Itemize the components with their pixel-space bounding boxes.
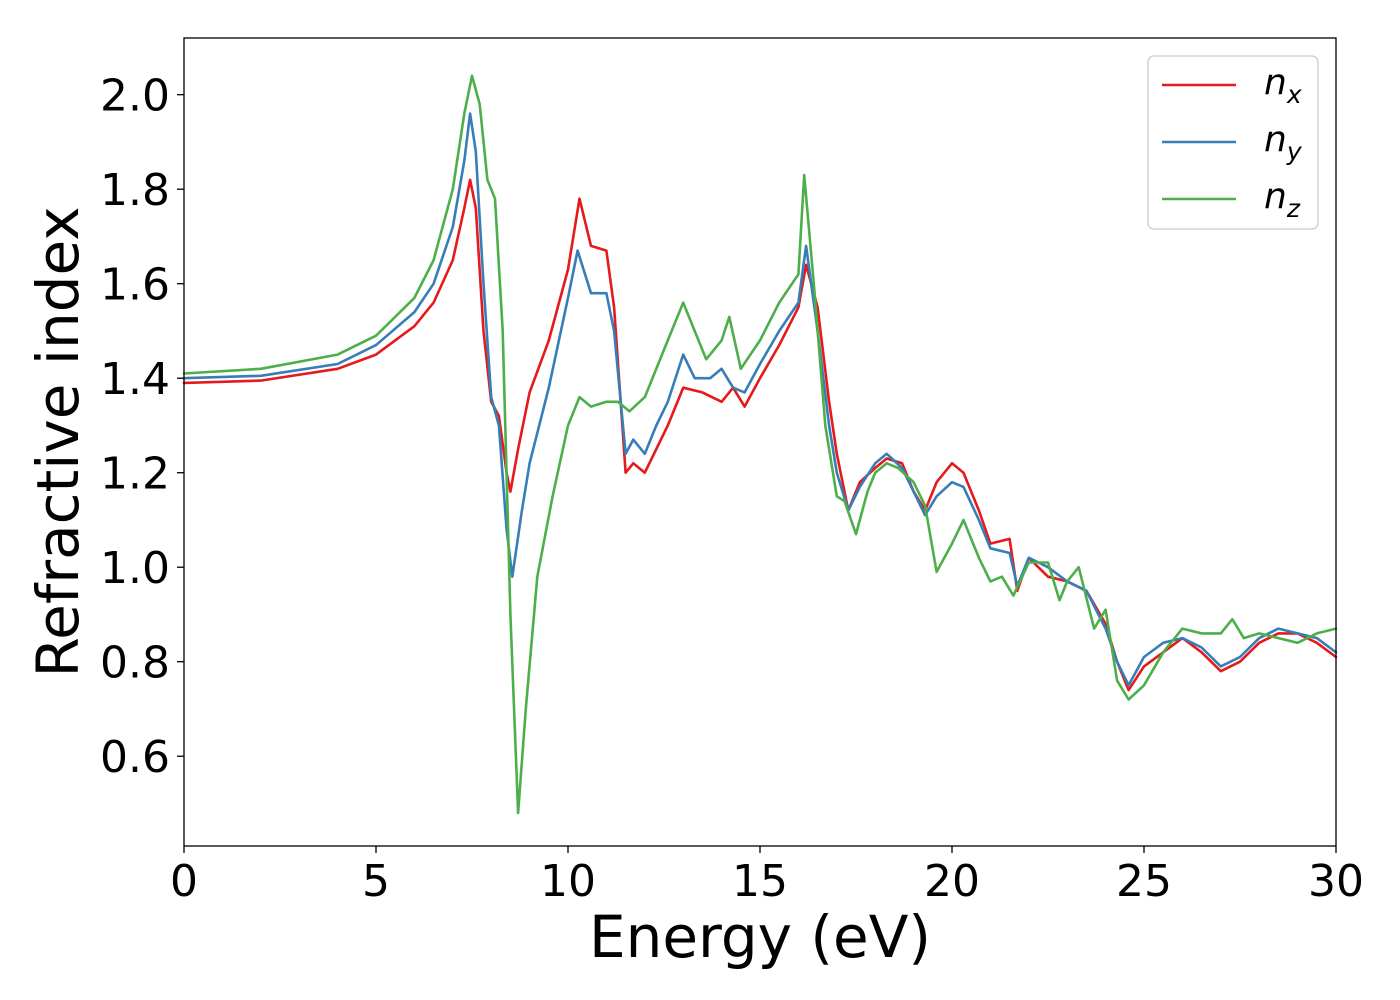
y-axis-ticks: 0.6 0.8 1.0 1.2 1.4 1.6 1.8 2.0 <box>100 71 184 783</box>
plot-area <box>184 38 1336 846</box>
x-tick-label: 10 <box>540 856 596 907</box>
x-tick-label: 30 <box>1308 856 1364 907</box>
legend: nx ny nz <box>1147 55 1319 230</box>
y-tick-label: 0.6 <box>100 732 170 783</box>
x-axis-ticks: 0 5 10 15 20 25 30 <box>170 846 1364 907</box>
legend-label-ny: ny <box>1264 119 1303 166</box>
legend-label-nx: nx <box>1264 62 1302 109</box>
series-line-nz <box>182 74 1338 815</box>
y-tick-label: 1.8 <box>100 165 170 216</box>
y-tick-label: 2.0 <box>100 71 170 122</box>
y-tick-label: 1.6 <box>100 260 170 311</box>
x-tick-label: 5 <box>362 856 390 907</box>
legend-label-nz: nz <box>1264 176 1301 223</box>
x-tick-label: 15 <box>732 856 788 907</box>
x-axis-label: Energy (eV) <box>589 903 931 971</box>
x-tick-label: 25 <box>1116 856 1172 907</box>
y-tick-label: 1.0 <box>100 543 170 594</box>
x-tick-label: 20 <box>924 856 980 907</box>
series-line-ny <box>182 112 1338 687</box>
y-tick-label: 0.8 <box>100 638 170 689</box>
y-tick-label: 1.4 <box>100 354 170 405</box>
x-tick-label: 0 <box>170 856 198 907</box>
series-layer <box>182 74 1338 815</box>
y-axis-label: Refractive index <box>24 206 92 677</box>
y-tick-label: 1.2 <box>100 449 170 500</box>
